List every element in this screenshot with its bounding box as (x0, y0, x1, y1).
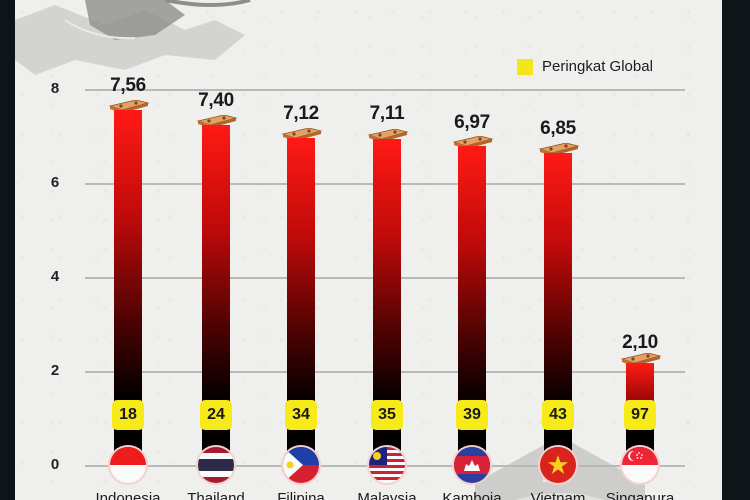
country-label: Singapura (605, 490, 675, 500)
value-label: 7,12 (283, 103, 319, 124)
y-axis-tick: 6 (50, 174, 60, 191)
chart-panel: 8 6 4 2 0 Peringkat Global 7,56 18 Indon… (15, 0, 722, 500)
value-label: 2,10 (622, 332, 658, 353)
legend-swatch-yellow (517, 58, 533, 75)
country-label: Kamboja (442, 490, 502, 500)
y-axis-tick: 2 (50, 362, 60, 379)
gridline-8 (85, 89, 685, 91)
thailand-flag-icon (198, 447, 234, 483)
y-axis-tick: 0 (50, 456, 60, 473)
value-label: 7,40 (198, 90, 234, 111)
rank-badge: 34 (285, 400, 317, 430)
country-label: Indonesia (95, 490, 161, 500)
value-label: 6,85 (540, 118, 576, 139)
country-label: Malaysia (357, 490, 417, 500)
value-label: 7,56 (110, 75, 146, 96)
rank-badge: 39 (456, 400, 488, 430)
rank-badge: 18 (112, 400, 144, 430)
country-label: Thailand (187, 490, 245, 500)
rank-badge: 43 (542, 400, 574, 430)
malaysia-flag-icon (369, 447, 405, 483)
country-label: Filipina (277, 490, 325, 500)
singapore-flag-icon (622, 447, 658, 483)
value-label: 7,11 (369, 103, 405, 124)
rank-badge: 35 (371, 400, 403, 430)
y-axis-tick: 8 (50, 80, 60, 97)
value-label: 6,97 (454, 112, 490, 133)
philippines-flag-icon (283, 447, 319, 483)
legend-label: Peringkat Global (542, 58, 653, 75)
vietnam-flag-icon (540, 447, 576, 483)
rank-badge: 97 (624, 400, 656, 430)
rank-badge: 24 (200, 400, 232, 430)
indonesia-flag-icon (110, 447, 146, 483)
bull-illustration-icon (15, 0, 251, 75)
country-label: Vietnam (530, 490, 586, 500)
y-axis-tick: 4 (50, 268, 60, 285)
chart-legend: Peringkat Global (517, 58, 653, 75)
cambodia-flag-icon (454, 447, 490, 483)
